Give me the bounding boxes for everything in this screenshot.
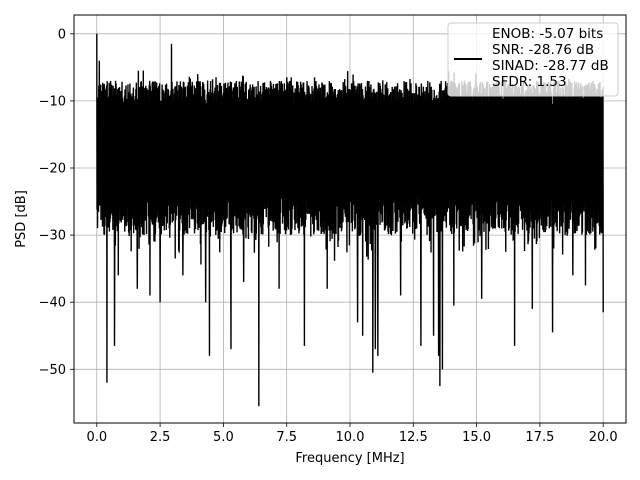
x-tick-label: 17.5 — [525, 430, 554, 445]
y-axis-label: PSD [dB] — [14, 190, 29, 248]
y-tick-label: 0 — [58, 27, 66, 42]
plot-area — [96, 33, 604, 407]
x-tick-label: 2.5 — [150, 430, 171, 445]
y-tick-label: −50 — [39, 363, 66, 378]
legend-snr: SNR: -28.76 dB — [492, 42, 594, 58]
x-tick-label: 15.0 — [462, 430, 491, 445]
legend-sfdr: SFDR: 1.53 — [492, 74, 567, 90]
y-tick-label: −30 — [39, 229, 66, 244]
psd-series-line — [96, 33, 604, 407]
x-tick-label: 5.0 — [213, 430, 234, 445]
y-axis-ticks: 0 −10 −20 −30 −40 −50 — [39, 27, 74, 378]
x-tick-label: 0.0 — [86, 430, 107, 445]
x-tick-label: 10.0 — [336, 430, 365, 445]
y-tick-label: −10 — [39, 94, 66, 109]
x-axis-ticks: 0.0 2.5 5.0 7.5 10.0 12.5 15.0 17.5 20.0 — [86, 423, 618, 445]
x-tick-label: 7.5 — [276, 430, 297, 445]
x-tick-label: 12.5 — [399, 430, 428, 445]
legend-sinad: SINAD: -28.77 dB — [492, 58, 609, 74]
legend-enob: ENOB: -5.07 bits — [492, 26, 603, 42]
y-tick-label: −40 — [39, 296, 66, 311]
x-axis-label: Frequency [MHz] — [295, 451, 404, 466]
x-tick-label: 20.0 — [589, 430, 618, 445]
y-tick-label: −20 — [39, 162, 66, 177]
legend: ENOB: -5.07 bits SNR: -28.76 dB SINAD: -… — [447, 22, 619, 97]
legend-box — [447, 22, 619, 97]
